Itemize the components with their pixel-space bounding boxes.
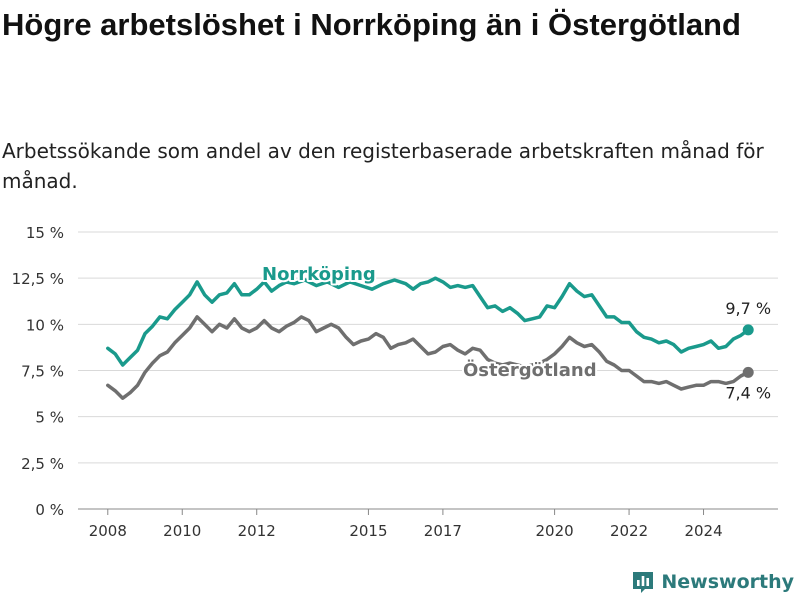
y-tick-label: 2,5 % (21, 455, 64, 473)
x-tick-label: 2017 (424, 522, 462, 540)
ostergotland-line (106, 315, 750, 400)
y-tick-label: 12,5 % (12, 270, 64, 288)
value-label-norrkoping: 9,7 % (725, 299, 771, 318)
y-tick-label: 10 % (26, 316, 64, 334)
x-tick-label: 2010 (163, 522, 201, 540)
norrkoping-line (106, 276, 750, 367)
brand-logo: Newsworthy (631, 570, 794, 594)
y-tick-label: 7,5 % (21, 363, 64, 381)
value-label-ostergotland: 7,4 % (725, 383, 771, 402)
x-tick-label: 2012 (238, 522, 276, 540)
newsworthy-icon (633, 572, 654, 593)
series-label-norrkoping: Norrköping (262, 264, 376, 285)
y-tick-label: 0 % (35, 501, 64, 519)
series-labels: Norrköping Östergötland 9,7 % 7,4 % (260, 262, 773, 404)
x-axis: 2008 2010 2012 2015 2017 2020 2022 2024 (89, 509, 723, 540)
x-tick-label: 2024 (684, 522, 722, 540)
ostergotland-end-point (742, 366, 754, 378)
chart-subtitle: Arbetssökande som andel av den registerb… (2, 139, 764, 193)
brand-name: Newsworthy (661, 571, 794, 593)
x-tick-label: 2015 (349, 522, 387, 540)
y-axis-tick-labels: 0 % 2,5 % 5 % 7,5 % 10 % 12,5 % 15 % (12, 224, 64, 519)
norrkoping-end-point (742, 324, 754, 336)
y-tick-label: 5 % (35, 409, 64, 427)
chart-title: Högre arbetslöshet i Norrköping än i Öst… (2, 7, 741, 42)
series-label-ostergotland: Östergötland (463, 359, 597, 381)
y-tick-label: 15 % (26, 224, 64, 242)
grid-lines (78, 231, 778, 510)
x-tick-label: 2022 (610, 522, 648, 540)
x-tick-label: 2008 (89, 522, 127, 540)
series-lines (106, 276, 754, 400)
x-tick-label: 2020 (536, 522, 574, 540)
